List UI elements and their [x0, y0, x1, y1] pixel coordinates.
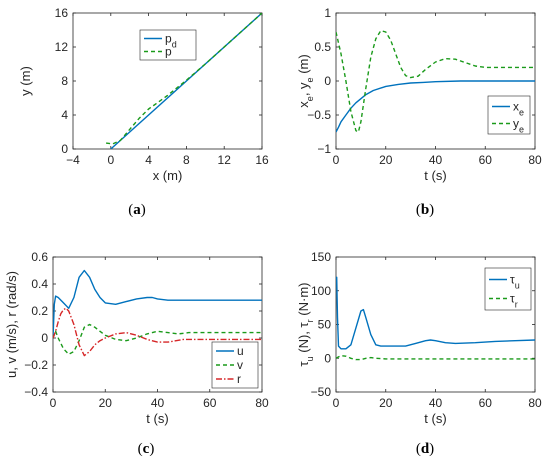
x-tick-label: 80	[255, 396, 269, 410]
x-tick-label: 60	[203, 396, 217, 410]
y-tick-label: 150	[311, 250, 331, 264]
series-line-pd-0	[110, 13, 262, 149]
x-tick-label: −4	[66, 153, 80, 167]
y-tick-label: −0.2	[24, 358, 48, 372]
legend-label: u	[237, 344, 244, 358]
x-axis-label: t (s)	[424, 168, 446, 183]
x-tick-label: 0	[333, 396, 340, 410]
x-tick-label: 20	[99, 396, 113, 410]
legend-label: τr	[510, 292, 518, 310]
x-tick-label: 0	[50, 396, 57, 410]
y-tick-label: 100	[311, 284, 331, 298]
y-tick-label: −50	[311, 385, 332, 399]
x-tick-label: 40	[151, 396, 165, 410]
legend-label: v	[237, 358, 243, 372]
legend-label: τu	[510, 273, 520, 291]
legend: pdp	[139, 29, 197, 61]
x-tick-label: 40	[429, 153, 443, 167]
legend-label: ye	[513, 117, 524, 135]
legend-label: xe	[513, 100, 524, 118]
x-tick-label: 16	[255, 153, 269, 167]
panel-caption: (d)	[416, 441, 434, 457]
x-tick-label: 20	[379, 153, 393, 167]
series-line-u-0	[53, 269, 262, 339]
x-axis-label: t (s)	[146, 411, 168, 426]
plot-area	[106, 13, 262, 149]
legend-label: p	[165, 45, 172, 59]
y-tick-label: 0	[61, 142, 68, 156]
panel-caption: (b)	[416, 202, 434, 218]
y-tick-label: −1	[317, 142, 331, 156]
panel-c: 0 20 40 60 80 −0.4 −0.2 0 0.2 0.4 0.6 t (s) u, v (m/…	[4, 250, 269, 457]
x-tick-label: 60	[479, 396, 493, 410]
x-tick-label: 0	[333, 153, 340, 167]
plot-area	[336, 30, 535, 133]
x-tick-label: 4	[145, 153, 152, 167]
legend-box	[484, 267, 532, 311]
y-tick-label: −0.4	[24, 385, 48, 399]
y-axis-label: u, v (m/s), r (rad/s)	[4, 271, 19, 378]
legend-box	[139, 29, 197, 61]
series-line-r-2	[53, 307, 262, 357]
x-tick-label: 12	[218, 153, 232, 167]
y-tick-label: 1	[324, 6, 331, 20]
panel-caption: (c)	[138, 441, 155, 457]
x-tick-label: 20	[379, 396, 393, 410]
x-tick-label: 8	[183, 153, 190, 167]
x-axis-label: t (s)	[424, 411, 446, 426]
panel-caption: (a)	[128, 202, 146, 218]
series-line-xe-0	[336, 80, 535, 133]
y-tick-label: 0.5	[314, 40, 331, 54]
y-tick-label: 50	[318, 318, 332, 332]
legend-label: r	[237, 372, 241, 386]
legend: uvr	[211, 341, 259, 389]
legend-label: pd	[165, 32, 177, 50]
series-line-v-1	[53, 323, 262, 355]
y-axis-label: xe, ye (m)	[296, 54, 315, 107]
y-tick-label: 12	[55, 40, 69, 54]
x-tick-label: 80	[528, 396, 542, 410]
y-axis-label: τu (N), τr (N·m)	[296, 282, 315, 366]
y-tick-label: 0	[41, 331, 48, 345]
legend-box	[487, 95, 531, 135]
y-tick-label: −0.5	[307, 108, 331, 122]
y-tick-label: 0.2	[31, 304, 48, 318]
series-line-p-1	[106, 13, 262, 145]
y-axis-label: y (m)	[18, 66, 33, 96]
y-tick-label: 0.6	[31, 250, 48, 264]
x-tick-label: 0	[107, 153, 114, 167]
series-line-u-0	[336, 276, 535, 350]
x-axis-label: x (m)	[153, 168, 183, 183]
x-tick-label: 80	[528, 153, 542, 167]
y-tick-label: 0	[324, 351, 331, 365]
y-tick-label: 4	[61, 108, 68, 122]
plot-area	[336, 276, 535, 361]
y-tick-label: 0	[324, 74, 331, 88]
x-tick-label: 40	[429, 396, 443, 410]
plot-area	[53, 269, 262, 357]
y-tick-label: 16	[55, 6, 69, 20]
series-line-ye-1	[336, 30, 535, 133]
x-tick-label: 60	[479, 153, 493, 167]
series-line-r-1	[336, 354, 535, 361]
y-tick-label: 0.4	[31, 277, 48, 291]
y-tick-label: 8	[61, 74, 68, 88]
